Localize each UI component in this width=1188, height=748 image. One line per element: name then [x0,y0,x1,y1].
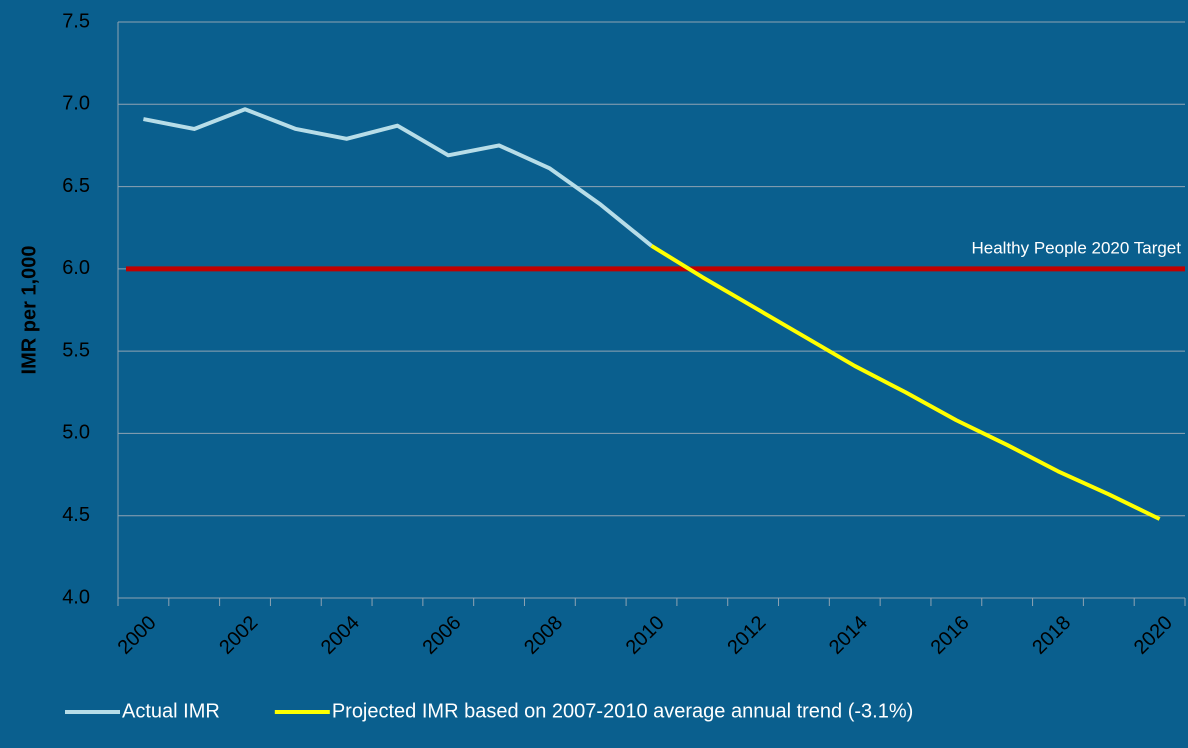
y-tick-label: 7.0 [62,93,90,115]
series-line [143,107,653,248]
series-line [650,244,1161,521]
y-tick-label: 6.0 [62,257,90,279]
y-tick-label: 7.5 [62,10,90,32]
legend-label: Projected IMR based on 2007-2010 average… [332,700,913,722]
y-tick-label: 4.0 [62,586,90,608]
y-tick-label: 4.5 [62,504,90,526]
y-tick-label: 5.5 [62,339,90,361]
y-tick-label: 5.0 [62,422,90,444]
y-axis-title: IMR per 1,000 [18,246,40,375]
target-label: Healthy People 2020 Target [971,238,1181,257]
y-tick-label: 6.5 [62,175,90,197]
legend-label: Actual IMR [122,700,220,722]
